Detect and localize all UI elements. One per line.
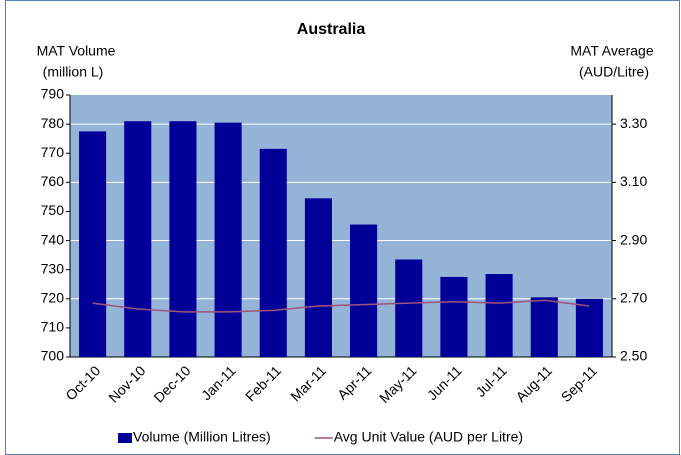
y2-tick-label: 3.30 <box>620 115 647 131</box>
y2-tick-label: 3.10 <box>620 173 647 189</box>
bar <box>530 297 558 357</box>
bar <box>79 131 107 357</box>
y2-tick-label: 2.70 <box>620 289 647 305</box>
legend-swatch <box>118 433 132 443</box>
line <box>92 299 590 313</box>
y-axis-title: MAT Volume <box>37 43 116 59</box>
y2-axis-title: MAT Average <box>570 43 653 59</box>
y-tick-label: 790 <box>41 86 65 102</box>
bar <box>124 121 152 357</box>
bar <box>169 121 197 357</box>
y-tick-label: 710 <box>41 319 65 335</box>
y2-tick-label: 2.90 <box>620 231 647 247</box>
y-tick-label: 700 <box>41 348 65 364</box>
y-tick-label: 720 <box>41 289 65 305</box>
bar <box>395 259 423 357</box>
legend-label: Volume (Million Litres) <box>133 429 271 445</box>
y-tick-label: 760 <box>41 173 65 189</box>
y-tick-label: 780 <box>41 115 65 131</box>
y2-tick-label: 2.50 <box>620 348 647 364</box>
bar <box>214 122 242 358</box>
bar <box>485 274 513 357</box>
y-tick-label: 740 <box>41 231 65 247</box>
y-tick-label: 750 <box>41 202 65 218</box>
chart-title: Australia <box>297 21 366 38</box>
y-tick-label: 730 <box>41 260 65 276</box>
y2-axis-title: (AUD/Litre) <box>579 64 649 80</box>
plot-area <box>70 95 612 357</box>
bar <box>259 148 287 357</box>
bar <box>304 198 332 357</box>
y-axis-title: (million L) <box>43 64 104 80</box>
y-tick-label: 770 <box>41 144 65 160</box>
bar <box>350 224 378 357</box>
bar <box>440 276 468 357</box>
bar <box>575 298 603 357</box>
legend-label: Avg Unit Value (AUD per Litre) <box>334 429 523 445</box>
